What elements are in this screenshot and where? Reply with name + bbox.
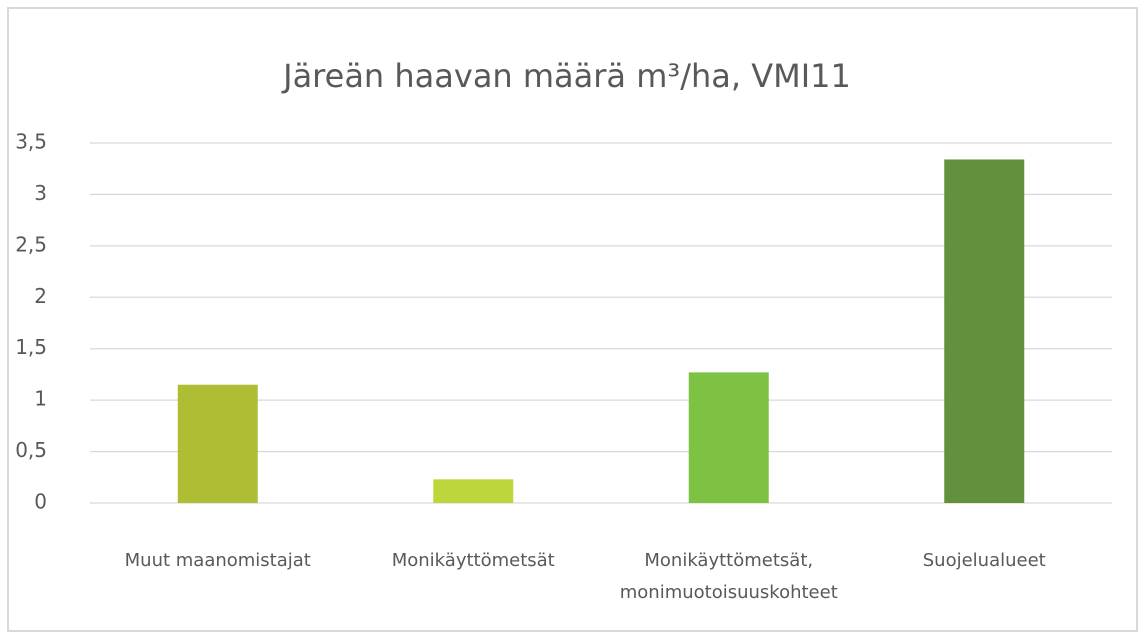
bar xyxy=(433,479,514,503)
y-tick-label: 1 xyxy=(34,387,47,411)
y-tick-label: 1,5 xyxy=(15,335,47,359)
y-tick-label: 3 xyxy=(34,181,47,205)
y-tick-label: 0 xyxy=(34,490,47,514)
y-tick-label: 3,5 xyxy=(15,130,47,154)
bar xyxy=(177,384,258,503)
chart-title: Järeän haavan määrä m³/ha, VMI11 xyxy=(281,57,851,95)
y-tick-label: 0,5 xyxy=(15,438,47,462)
x-tick-label: Monikäyttömetsät, monimuotoisuuskohteet xyxy=(620,550,838,603)
bar xyxy=(944,159,1025,503)
y-tick-label: 2,5 xyxy=(15,232,47,256)
bar xyxy=(688,372,769,503)
x-tick-label: Monikäyttömetsät xyxy=(392,550,555,571)
y-tick-label: 2 xyxy=(34,284,47,308)
x-tick-label: Muut maanomistajat xyxy=(125,550,311,571)
x-tick-label: Suojelualueet xyxy=(923,550,1046,571)
